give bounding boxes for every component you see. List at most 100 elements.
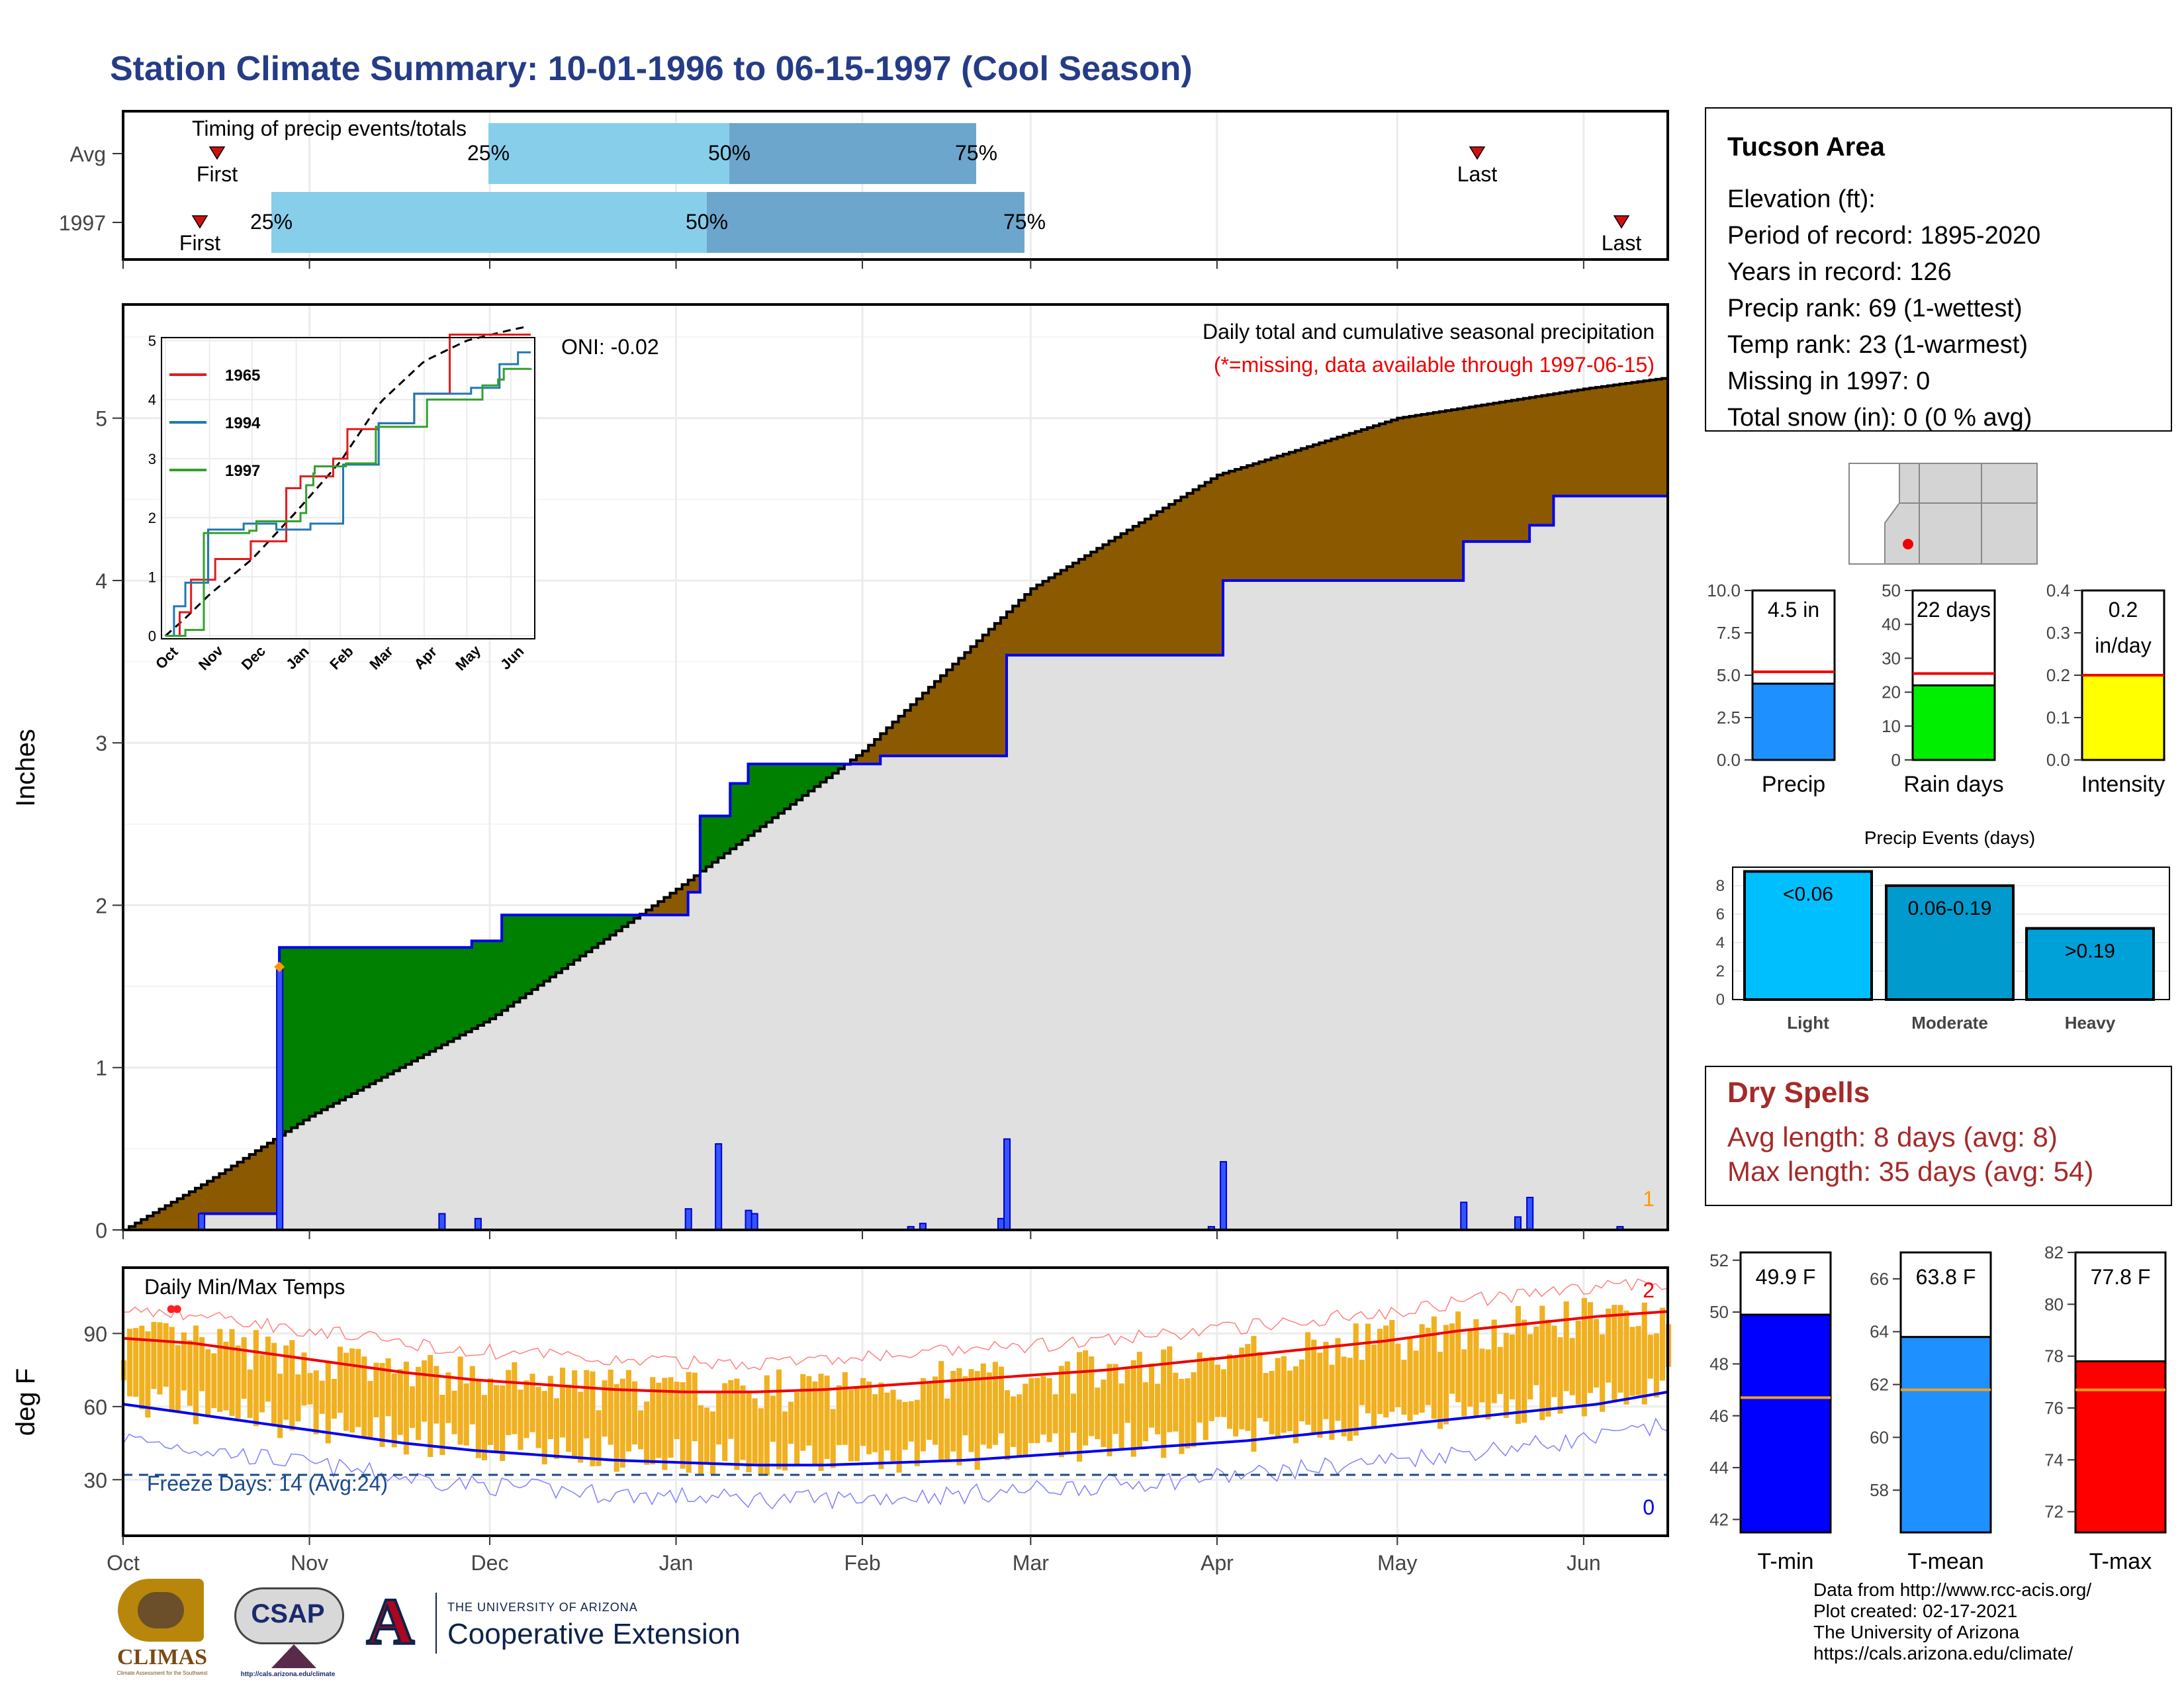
inset-legend-label: 1994 [225, 414, 261, 432]
daily-temp-bar [1245, 1344, 1251, 1431]
daily-temp-bar [127, 1329, 133, 1397]
daily-temp-bar [842, 1372, 848, 1445]
gauge-tick-label: 0.0 [2046, 750, 2070, 770]
daily-temp-bar [1509, 1335, 1515, 1400]
events-y-tick-label: 0 [1716, 991, 1725, 1009]
daily-temp-bar [541, 1391, 547, 1465]
daily-temp-bar [1275, 1358, 1281, 1438]
daily-temp-bar [992, 1362, 998, 1445]
daily-temp-bar [746, 1392, 752, 1473]
inset-frame [161, 337, 535, 639]
daily-temp-bar [890, 1389, 896, 1462]
daily-temp-bar [590, 1371, 596, 1467]
daily-temp-bar [566, 1384, 572, 1452]
daily-temp-bar [758, 1408, 764, 1476]
daily-temp-bar [584, 1370, 590, 1438]
daily-precip-bar [997, 1217, 1005, 1231]
csap-logo: CSAP http://cals.arizona.edu/climate [232, 1581, 344, 1680]
gauge-value-unit: in/day [2095, 633, 2151, 657]
gauge-tick-label: 0.1 [2046, 708, 2070, 727]
event-category-label: Moderate [1911, 1013, 1988, 1033]
daily-temp-bar [1107, 1364, 1113, 1457]
daily-temp-bar [1058, 1366, 1064, 1458]
daily-precip-bar [684, 1208, 692, 1231]
daily-temp-bar [1545, 1319, 1551, 1417]
daily-temp-bar [1064, 1361, 1070, 1454]
daily-precip-bar [1526, 1196, 1534, 1231]
timing-last-label: Last [1457, 162, 1498, 186]
daily-temp-bar [506, 1370, 512, 1436]
daily-temp-bar [728, 1380, 734, 1439]
record-min-count: 0 [1643, 1495, 1655, 1519]
daily-temp-bar [1455, 1311, 1461, 1403]
daily-temp-bar [752, 1398, 758, 1464]
daily-temp-bar [1220, 1369, 1227, 1417]
daily-temp-bar [1347, 1358, 1353, 1441]
temp-gauge-tick-label: 50 [1709, 1302, 1729, 1322]
daily-temp-bar [830, 1409, 836, 1468]
month-label: Apr [1201, 1551, 1234, 1575]
temp-gauge-bar [1899, 1336, 1992, 1534]
daily-temp-bar [1311, 1339, 1317, 1435]
daily-temp-bar [674, 1382, 680, 1440]
event-category-label: Heavy [2065, 1013, 2116, 1033]
csap-name: CSAP [251, 1599, 325, 1628]
station-info-line: Precip rank: 69 (1-wettest) [1727, 295, 2023, 322]
temperature-gauges: 49.9 F 42 44 46 48 50 52 T-min 63.8 F 58 60 62 64 66 T… [1709, 1243, 2167, 1574]
daily-temp-bar [1503, 1333, 1509, 1418]
daily-temp-bar [1070, 1393, 1076, 1433]
gauge-tick-label: 0.4 [2046, 581, 2070, 600]
average-cumulative-line [123, 377, 1669, 1231]
daily-precip-bar [1460, 1201, 1468, 1231]
daily-temp-bar [379, 1362, 385, 1447]
daily-temp-bar [512, 1362, 518, 1434]
inset-series-line [165, 367, 532, 637]
precip-y-tick-label: 0 [95, 1219, 107, 1243]
daily-temp-bar [794, 1392, 800, 1466]
daily-temp-bar [596, 1410, 602, 1466]
map-ocean [1848, 463, 1900, 565]
timing-first-label: First [197, 162, 238, 186]
temp-gauge-tick-label: 62 [1870, 1375, 1889, 1395]
daily-temp-bar [253, 1330, 259, 1427]
daily-temp-bar [422, 1360, 428, 1422]
inset-series-line [165, 351, 531, 637]
station-info-line: Missing in 1997: 0 [1727, 367, 1931, 395]
daily-temp-bar [872, 1394, 878, 1452]
gauge-tick-label: 20 [1882, 682, 1901, 702]
daily-temp-bar [271, 1342, 277, 1427]
daily-temp-bar [163, 1323, 169, 1387]
footer-line: Data from http://www.rcc-acis.org/ [1813, 1579, 2092, 1600]
avg-min-line [122, 1390, 1668, 1467]
daily-temp-bar [409, 1386, 416, 1429]
daily-temp-bar [800, 1374, 806, 1451]
daily-temp-bar [1142, 1382, 1148, 1442]
daily-temp-bar [1629, 1327, 1635, 1396]
daily-temp-bar [367, 1381, 373, 1438]
gauge-tick-label: 10 [1882, 716, 1901, 736]
daily-temp-bar [469, 1366, 475, 1425]
daily-temp-bar [1185, 1378, 1191, 1449]
daily-temp-bar [704, 1407, 710, 1464]
daily-temp-bar [1257, 1352, 1263, 1419]
daily-temp-bar [1263, 1373, 1269, 1422]
station-info-line: Total snow (in): 0 (0 % avg) [1727, 404, 2032, 432]
precip-frame [122, 303, 1669, 1231]
daily-temp-bar [1028, 1378, 1034, 1444]
daily-temp-bar [1587, 1302, 1594, 1393]
daily-temp-bar [235, 1345, 241, 1419]
daily-temp-bar [710, 1411, 716, 1474]
month-label: Dec [471, 1551, 509, 1575]
event-bar-label: <0.06 [1783, 883, 1833, 905]
daily-temp-bar [416, 1366, 422, 1440]
daily-precip-bar [276, 966, 284, 1231]
daily-temp-bar [229, 1329, 235, 1416]
daily-temp-bar [439, 1395, 445, 1456]
gauge-label: Precip [1762, 772, 1825, 797]
daily-temp-bar [1467, 1329, 1473, 1407]
daily-temp-bar [896, 1399, 902, 1473]
station-info-box: Tucson Area Elevation (ft): Period of rec… [1705, 107, 2172, 432]
daily-temp-bar [1383, 1325, 1389, 1418]
daily-temp-bar [1179, 1378, 1185, 1454]
last-marker-icon [1613, 215, 1630, 229]
